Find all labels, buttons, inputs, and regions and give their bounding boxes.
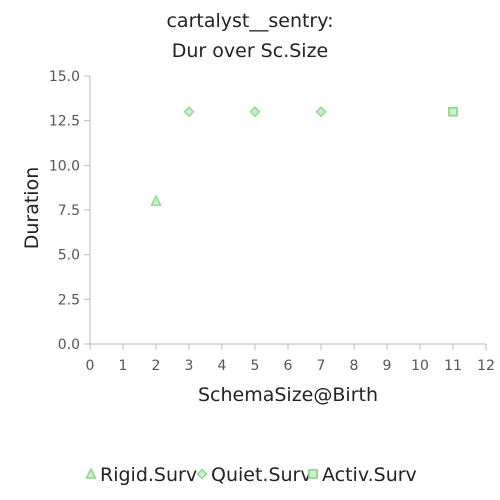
x-tick-label: 12 (477, 358, 495, 374)
legend-label: Activ.Surv (322, 464, 417, 486)
x-tick-label: 3 (185, 358, 194, 374)
x-tick-label: 8 (350, 358, 359, 374)
chart-title-line-2: Dur over Sc.Size (172, 40, 328, 62)
legend-marker-diamond (196, 468, 208, 480)
y-tick-label: 0.0 (58, 337, 80, 353)
legend: Rigid.Surv Quiet.Surv Activ.Surv (85, 464, 417, 486)
x-tick-label: 7 (317, 358, 326, 374)
data-point-square (448, 106, 458, 117)
legend-item: Rigid.Surv (85, 464, 197, 486)
x-tick-label: 2 (152, 358, 161, 374)
x-tick-label: 1 (119, 358, 128, 374)
x-tick-label: 11 (444, 358, 462, 374)
legend-item: Activ.Surv (308, 464, 417, 486)
x-tick-label: 10 (411, 358, 429, 374)
x-tick-label: 0 (86, 358, 95, 374)
y-tick-label: 12.5 (49, 114, 80, 130)
y-tick-label: 5.0 (58, 248, 80, 264)
axis-ticks: 0 1 2 3 4 5 6 7 8 9 10 11 120.02.55.07.510.012.515.0 (49, 69, 495, 374)
y-tick-label: 2.5 (58, 292, 80, 308)
data-point-triangle (150, 194, 162, 206)
legend-item: Quiet.Surv (196, 464, 312, 486)
x-tick-label: 9 (383, 358, 392, 374)
x-axis-label: SchemaSize@Birth (198, 384, 378, 406)
legend-label: Quiet.Surv (211, 464, 312, 486)
y-tick-label: 10.0 (49, 158, 80, 174)
y-axis-label: Duration (21, 167, 43, 250)
legend-label: Rigid.Surv (100, 464, 197, 486)
legend-marker-square (308, 469, 318, 479)
x-tick-label: 5 (251, 358, 260, 374)
x-tick-label: 4 (218, 358, 227, 374)
data-points (150, 106, 458, 206)
y-tick-label: 15.0 (49, 69, 80, 85)
legend-marker-triangle (85, 467, 97, 479)
data-point-diamond (183, 106, 195, 118)
x-tick-label: 6 (284, 358, 293, 374)
data-point-diamond (249, 106, 261, 118)
data-point-diamond (315, 106, 327, 118)
chart-title-line-1: cartalyst__sentry: (166, 10, 333, 32)
y-tick-label: 7.5 (58, 203, 80, 219)
